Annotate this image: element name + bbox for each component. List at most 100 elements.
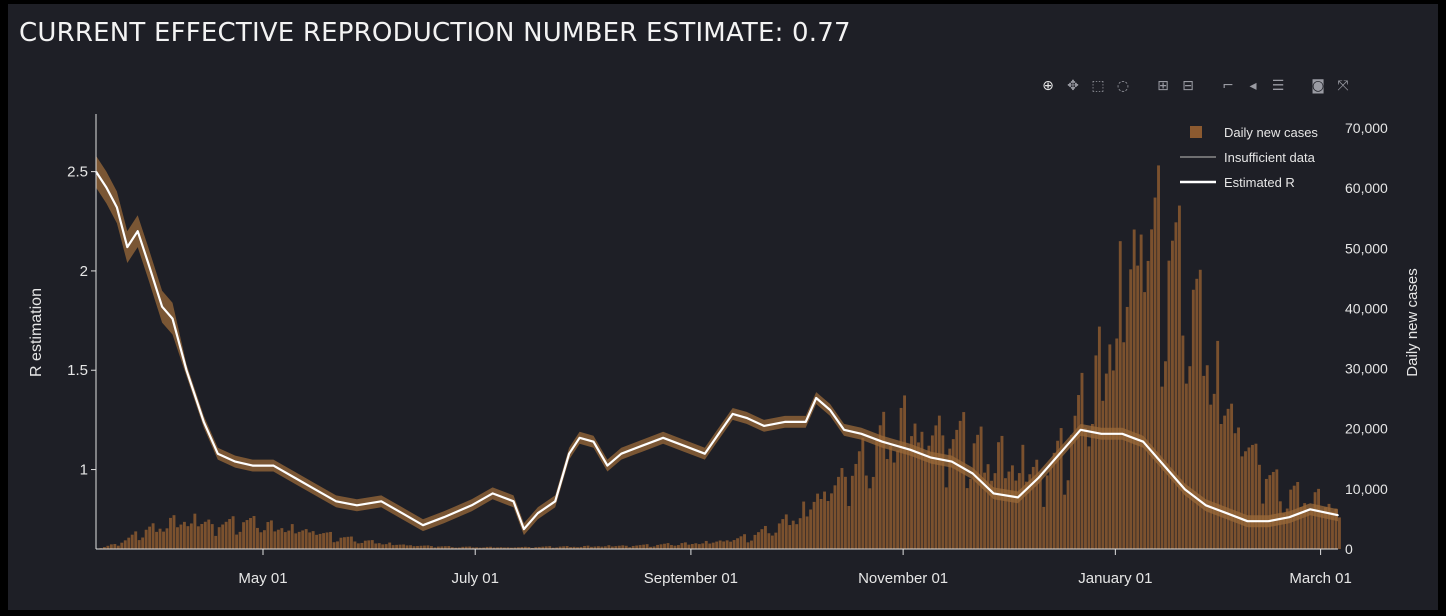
case-bar bbox=[878, 425, 882, 549]
case-bar bbox=[861, 437, 865, 549]
case-bar bbox=[1184, 383, 1188, 549]
case-bar bbox=[976, 434, 980, 549]
case-bar bbox=[673, 545, 677, 549]
zoom-in-icon[interactable]: ⊞ bbox=[1157, 78, 1169, 94]
case-bar bbox=[148, 526, 152, 549]
r-point bbox=[1246, 520, 1249, 522]
case-bar bbox=[1254, 443, 1258, 549]
case-bar bbox=[1035, 459, 1039, 549]
case-bar bbox=[649, 546, 653, 549]
case-bar bbox=[329, 531, 332, 549]
case-bar bbox=[600, 546, 604, 549]
case-bar bbox=[1129, 269, 1133, 549]
case-bar bbox=[1028, 474, 1032, 549]
case-bar bbox=[1306, 512, 1310, 549]
axes: 1 1.5 2 2.5 0 10,000 20,000 30,000 40,000 50,000 6… bbox=[28, 114, 1421, 587]
case-bar bbox=[1111, 370, 1115, 549]
case-bar bbox=[1010, 465, 1014, 549]
case-bar bbox=[318, 533, 322, 549]
case-bar bbox=[1150, 229, 1154, 549]
hover-compare-icon[interactable]: ☰ bbox=[1271, 78, 1285, 94]
case-bar bbox=[1334, 508, 1338, 549]
r-point bbox=[1267, 520, 1270, 522]
case-bar bbox=[398, 544, 402, 549]
case-bar bbox=[1052, 452, 1056, 549]
case-bar bbox=[715, 541, 719, 549]
r-point bbox=[443, 516, 445, 518]
case-bar bbox=[1209, 404, 1213, 549]
r-point bbox=[568, 452, 570, 455]
r-point bbox=[951, 460, 953, 463]
case-bar bbox=[1264, 478, 1268, 549]
case-bar bbox=[805, 516, 809, 549]
case-bar bbox=[130, 534, 134, 549]
case-bar bbox=[871, 476, 875, 549]
legend-label-estimated-r: Estimated R bbox=[1224, 175, 1295, 190]
case-bar bbox=[802, 501, 806, 549]
case-bar bbox=[332, 542, 336, 549]
r-point bbox=[1163, 464, 1165, 467]
case-bar bbox=[503, 547, 506, 549]
pan-icon[interactable]: ✥ bbox=[1067, 78, 1079, 94]
case-bar bbox=[464, 546, 468, 549]
case-bar bbox=[697, 544, 701, 549]
case-bar bbox=[920, 431, 924, 549]
r-point bbox=[815, 397, 817, 399]
r-point bbox=[971, 472, 974, 475]
case-bar bbox=[426, 545, 430, 549]
r-point bbox=[606, 464, 609, 467]
case-bar bbox=[1282, 513, 1286, 549]
case-bar bbox=[1198, 269, 1202, 549]
case-bar bbox=[245, 520, 249, 549]
case-bar bbox=[670, 545, 673, 549]
case-bar bbox=[273, 531, 277, 549]
case-bar bbox=[955, 429, 959, 549]
case-bar bbox=[899, 407, 903, 549]
x-tick-label: July 01 bbox=[451, 570, 499, 587]
case-bar bbox=[962, 412, 966, 549]
case-bar bbox=[513, 547, 517, 549]
r-point bbox=[992, 492, 995, 495]
case-bar bbox=[1331, 511, 1334, 549]
hover-closest-icon[interactable]: ◂ bbox=[1249, 78, 1257, 94]
r-point bbox=[620, 452, 623, 455]
case-bar bbox=[798, 518, 802, 549]
case-bar bbox=[656, 544, 659, 549]
r-point bbox=[717, 433, 720, 435]
case-bar bbox=[562, 546, 566, 549]
r-point bbox=[512, 500, 515, 503]
case-bar bbox=[990, 480, 993, 549]
spike-lines-icon[interactable]: ⌐ bbox=[1222, 78, 1234, 94]
r-point bbox=[293, 476, 296, 479]
r-point bbox=[314, 488, 317, 491]
box-select-icon[interactable]: ⬚ bbox=[1091, 78, 1105, 94]
reset-axes-icon[interactable]: ⤧ bbox=[1337, 78, 1349, 94]
r-point bbox=[422, 524, 424, 526]
case-bar bbox=[162, 531, 165, 549]
case-bar bbox=[1070, 434, 1073, 549]
case-bar bbox=[663, 543, 666, 549]
camera-icon[interactable]: ◙ bbox=[1311, 78, 1325, 94]
case-bar bbox=[144, 529, 148, 549]
x-tick-label: January 01 bbox=[1078, 570, 1152, 587]
r-point bbox=[116, 206, 118, 209]
legend-label-daily-new-cases: Daily new cases bbox=[1224, 125, 1318, 140]
case-bar bbox=[325, 532, 329, 549]
case-bar bbox=[1146, 260, 1150, 549]
case-bar bbox=[534, 547, 538, 549]
case-bar bbox=[367, 540, 371, 549]
x-tick-label: May 01 bbox=[238, 570, 287, 587]
case-bar bbox=[958, 420, 962, 549]
zoom-icon[interactable]: ⊕ bbox=[1042, 78, 1054, 94]
case-bar bbox=[1153, 197, 1157, 549]
case-bar bbox=[405, 545, 409, 549]
case-bar bbox=[704, 540, 708, 549]
r-point bbox=[185, 369, 188, 372]
case-bar bbox=[530, 547, 534, 549]
case-bar bbox=[614, 546, 618, 549]
case-bar bbox=[527, 547, 531, 549]
case-bar bbox=[1240, 456, 1244, 549]
lasso-select-icon[interactable]: ◌ bbox=[1116, 78, 1130, 94]
zoom-out-icon[interactable]: ⊟ bbox=[1182, 78, 1194, 94]
case-bar bbox=[882, 411, 886, 549]
